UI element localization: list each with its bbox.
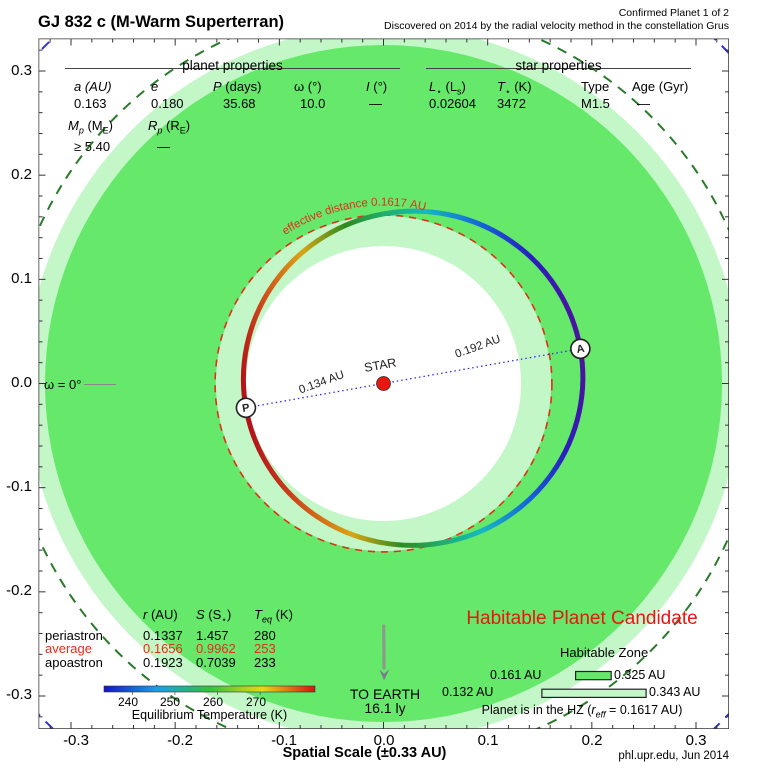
svg-text:e: e <box>361 197 369 210</box>
svg-text:7: 7 <box>400 197 408 210</box>
